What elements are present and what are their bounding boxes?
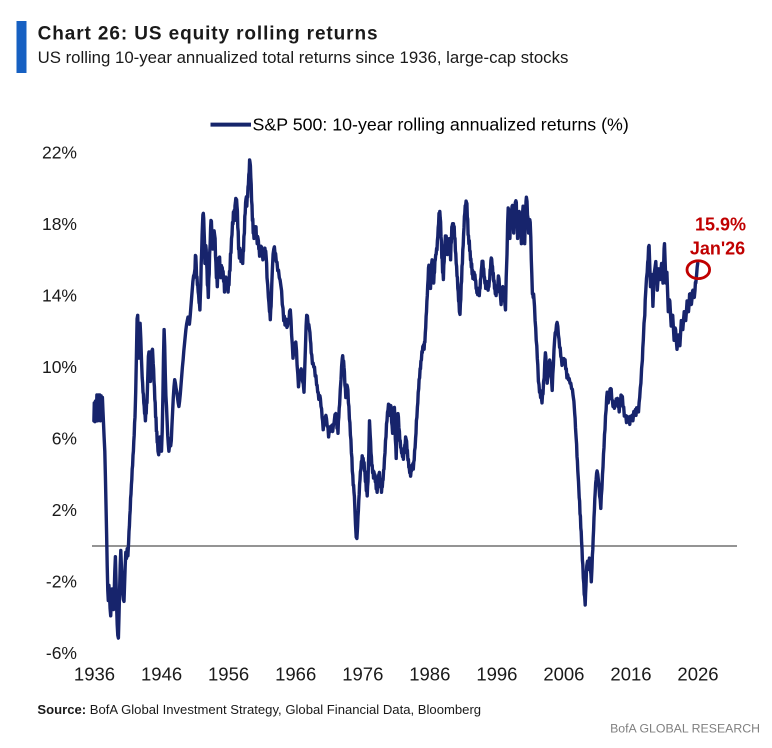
svg-text:10%: 10% xyxy=(42,357,77,377)
svg-text:1976: 1976 xyxy=(342,664,383,685)
svg-text:1966: 1966 xyxy=(275,664,316,685)
svg-text:US rolling 10-year annualized: US rolling 10-year annualized total retu… xyxy=(38,48,569,67)
svg-text:22%: 22% xyxy=(42,143,77,163)
svg-text:Jan'26: Jan'26 xyxy=(690,239,745,259)
svg-text:15.9%: 15.9% xyxy=(695,215,746,235)
svg-text:6%: 6% xyxy=(52,429,77,449)
svg-text:1956: 1956 xyxy=(208,664,249,685)
svg-text:Source: BofA Global Investment: Source: BofA Global Investment Strategy,… xyxy=(37,702,481,717)
svg-text:2006: 2006 xyxy=(543,664,584,685)
svg-text:2%: 2% xyxy=(52,500,77,520)
svg-text:1946: 1946 xyxy=(141,664,182,685)
svg-text:14%: 14% xyxy=(42,286,77,306)
svg-text:2016: 2016 xyxy=(610,664,651,685)
svg-text:18%: 18% xyxy=(42,214,77,234)
svg-text:1936: 1936 xyxy=(74,664,115,685)
svg-text:Chart 26: US equity rolling re: Chart 26: US equity rolling returns xyxy=(38,24,379,45)
svg-text:S&P 500: 10-year rolling annua: S&P 500: 10-year rolling annualized retu… xyxy=(253,115,629,135)
svg-text:-2%: -2% xyxy=(46,572,77,592)
svg-text:1996: 1996 xyxy=(476,664,517,685)
svg-text:2026: 2026 xyxy=(677,664,718,685)
svg-text:BofA GLOBAL RESEARCH: BofA GLOBAL RESEARCH xyxy=(610,722,760,736)
svg-text:-6%: -6% xyxy=(46,643,77,663)
svg-text:1986: 1986 xyxy=(409,664,450,685)
